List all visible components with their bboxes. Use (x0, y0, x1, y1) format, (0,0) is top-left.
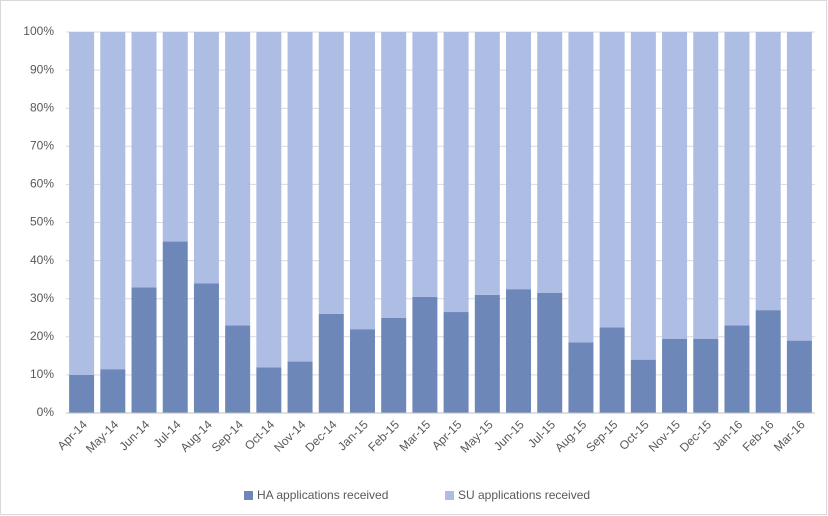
y-tick-label: 40% (30, 253, 54, 267)
bar-segment (662, 338, 688, 413)
bar-segment (443, 312, 469, 413)
bar-segment (755, 310, 781, 413)
bar-segment (131, 32, 157, 288)
bar-segment (693, 338, 719, 413)
y-tick-label: 50% (30, 215, 54, 229)
bar-segment (630, 32, 656, 360)
bar-segment (506, 32, 532, 290)
bar-segment (568, 342, 594, 413)
bar-segment (412, 32, 438, 297)
bar-segment (474, 294, 500, 413)
bar-segment (786, 32, 812, 341)
bar-segment (599, 327, 625, 413)
bar-segment (537, 292, 563, 413)
bar-segment (474, 32, 500, 295)
bar-segment (318, 313, 344, 413)
bar-segment (349, 329, 375, 413)
bar-segment (381, 32, 407, 318)
bar-segment (724, 32, 750, 326)
bar-segment (193, 32, 219, 284)
bar-segment (599, 32, 625, 328)
bar-segment (162, 32, 188, 242)
y-tick-label: 10% (30, 367, 54, 381)
bar-segment (69, 374, 95, 413)
bar-segment (537, 32, 563, 293)
y-tick-label: 20% (30, 329, 54, 343)
bar-segment (287, 361, 313, 413)
bar-segment (568, 32, 594, 343)
legend-swatch (244, 491, 253, 500)
bar-segment (506, 289, 532, 413)
y-tick-label: 60% (30, 177, 54, 191)
y-tick-label: 0% (37, 405, 55, 419)
bar-segment (443, 32, 469, 313)
bar-segment (662, 32, 688, 339)
bar-segment (630, 359, 656, 413)
bar-segment (287, 32, 313, 362)
bar-segment (381, 317, 407, 413)
bar-segment (755, 32, 781, 311)
bar-segment (786, 340, 812, 413)
legend-label: SU applications received (458, 488, 590, 502)
bar-segment (349, 32, 375, 330)
bar-segment (412, 296, 438, 413)
y-tick-label: 80% (30, 100, 54, 114)
bar-segment (256, 367, 282, 413)
bar-segment (131, 287, 157, 413)
bar-segment (256, 32, 282, 368)
legend-label: HA applications received (257, 488, 388, 502)
bar-segment (69, 32, 95, 375)
bar-segment (225, 32, 251, 326)
bar-segment (193, 283, 219, 413)
y-tick-label: 70% (30, 138, 54, 152)
bar-segment (100, 369, 126, 413)
bar-segment (724, 325, 750, 413)
legend-swatch (445, 491, 454, 500)
bar-segment (162, 241, 188, 413)
bar-segment (318, 32, 344, 314)
bar-segment (100, 32, 126, 370)
bar-segment (225, 325, 251, 413)
y-tick-label: 90% (30, 62, 54, 76)
y-tick-label: 30% (30, 291, 54, 305)
y-tick-label: 100% (23, 24, 54, 38)
bar-segment (693, 32, 719, 339)
